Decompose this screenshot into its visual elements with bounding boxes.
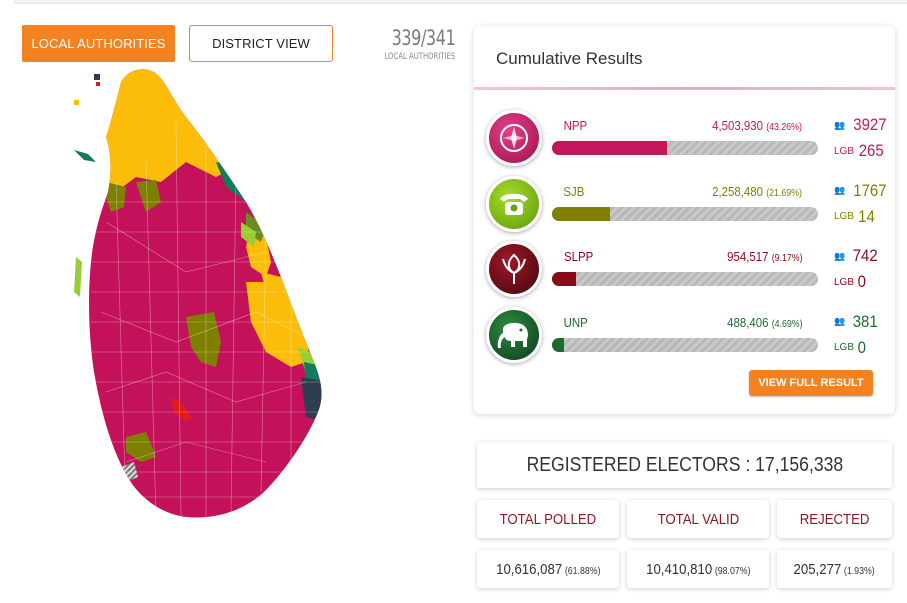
lgb-count: 265	[858, 141, 884, 160]
rejected-header: REJECTED	[777, 500, 892, 538]
valid-count: 10,410,810	[645, 560, 712, 578]
party-votes: 4,503,930 (43.26%)	[712, 118, 802, 133]
reported-count-label: LOCAL AUTHORITIES	[384, 52, 455, 62]
party-name: UNP	[563, 314, 588, 330]
cumulative-results-card: Cumulative Results NPP 4,503,930 (43.26%…	[474, 26, 895, 414]
seat-summary: 👥 742 LGB 0	[834, 243, 894, 295]
total-valid-value: 10,410,810 (98.07%)	[627, 550, 769, 588]
members-count: 381	[852, 311, 878, 331]
lgb-count: 14	[858, 206, 875, 226]
vote-share-fill	[552, 206, 610, 221]
lgb-count: 0	[857, 337, 866, 357]
rejected-label: REJECTED	[799, 510, 870, 528]
party-name: NPP	[563, 118, 588, 133]
view-full-result-button[interactable]: VIEW FULL RESULT	[749, 370, 873, 396]
vote-share-fill	[552, 337, 565, 352]
lgb-label: LGB	[834, 342, 855, 353]
total-polled-header: TOTAL POLLED	[477, 500, 619, 538]
registered-electors: REGISTERED ELECTORS : 17,156,338	[477, 442, 892, 488]
local-authorities-button[interactable]: LOCAL AUTHORITIES	[22, 25, 175, 62]
members-icon: 👥	[834, 119, 846, 130]
registered-electors-text: REGISTERED ELECTORS : 17,156,338	[526, 453, 843, 476]
results-map[interactable]	[66, 62, 336, 522]
party-row-sjb[interactable]: SJB 2,258,480 (21.69%) 👥 1767 LGB 14	[474, 175, 895, 238]
valid-percent: (98.07%)	[714, 565, 751, 577]
members-count: 3927	[853, 115, 887, 134]
top-strip	[14, 0, 907, 4]
flower-bud-icon	[486, 241, 542, 297]
members-count: 742	[852, 246, 878, 265]
seat-summary: 👥 3927 LGB 265	[834, 112, 894, 164]
polled-count: 10,616,087	[495, 560, 562, 578]
reported-count: 339/341	[391, 26, 455, 50]
vote-share-fill	[552, 141, 668, 155]
rejected-value: 205,277 (1.93%)	[777, 550, 892, 588]
telephone-icon	[486, 175, 542, 232]
polled-percent: (61.88%)	[564, 565, 601, 577]
elephant-icon	[486, 306, 542, 363]
vote-share-bar	[552, 272, 818, 286]
party-row-unp[interactable]: UNP 488,406 (4.69%) 👥 381 LGB 0	[474, 306, 895, 369]
members-icon: 👥	[834, 250, 846, 261]
total-polled-value: 10,616,087 (61.88%)	[477, 550, 619, 588]
card-divider	[474, 87, 895, 90]
party-votes: 2,258,480 (21.69%)	[712, 183, 802, 199]
vote-share-fill	[552, 272, 577, 286]
seat-summary: 👥 1767 LGB 14	[834, 178, 894, 230]
party-name: SJB	[563, 183, 585, 199]
party-row-slpp[interactable]: SLPP 954,517 (9.17%) 👥 742 LGB 0	[474, 241, 895, 303]
seat-summary: 👥 381 LGB 0	[834, 309, 894, 361]
rejected-count: 205,277	[793, 560, 842, 578]
compass-icon	[486, 110, 542, 166]
total-valid-header: TOTAL VALID	[627, 500, 769, 538]
lgb-count: 0	[857, 272, 866, 291]
vote-share-bar	[552, 206, 818, 221]
members-count: 1767	[853, 180, 887, 200]
total-valid-label: TOTAL VALID	[657, 510, 739, 528]
card-title: Cumulative Results	[496, 49, 643, 68]
members-icon: 👥	[834, 185, 846, 195]
reported-counter: 339/341 LOCAL AUTHORITIES	[372, 26, 455, 62]
rejected-percent: (1.93%)	[844, 565, 876, 577]
vote-share-bar	[552, 337, 818, 352]
district-view-button[interactable]: DISTRICT VIEW	[189, 25, 333, 62]
party-row-npp[interactable]: NPP 4,503,930 (43.26%) 👥 3927 LGB 265	[474, 110, 895, 172]
lgb-label: LGB	[834, 276, 855, 288]
vote-share-bar	[552, 141, 818, 155]
total-polled-label: TOTAL POLLED	[499, 510, 597, 528]
lgb-label: LGB	[834, 211, 855, 222]
party-votes: 488,406 (4.69%)	[727, 314, 803, 330]
members-icon: 👥	[834, 316, 846, 326]
party-name: SLPP	[563, 249, 594, 264]
lgb-label: LGB	[834, 145, 855, 157]
party-votes: 954,517 (9.17%)	[727, 249, 803, 264]
